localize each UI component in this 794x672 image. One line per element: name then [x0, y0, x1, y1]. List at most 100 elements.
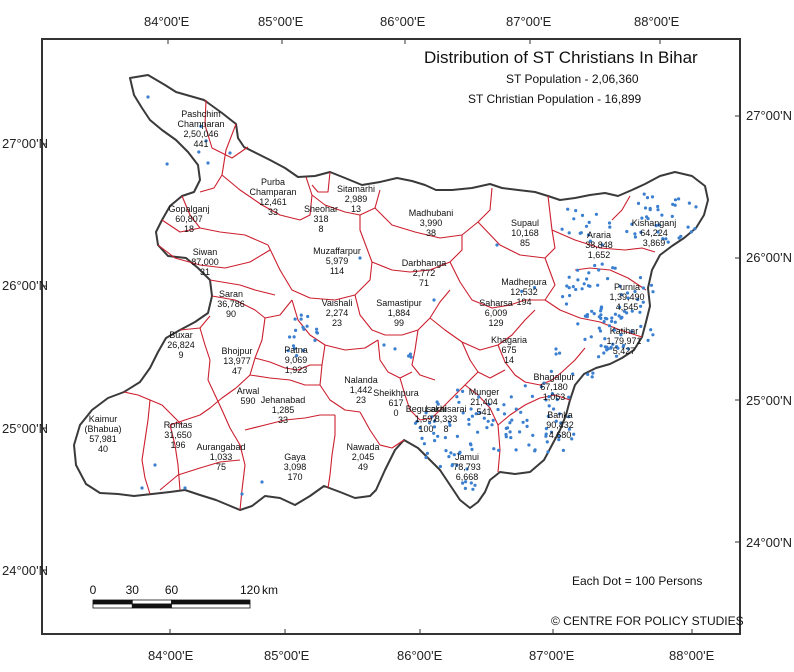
christian-dot — [449, 451, 453, 455]
district-st-pop-gaya: 3,098 — [284, 462, 307, 472]
district-christian-pop-madhubani: 38 — [426, 228, 436, 238]
christian-dot — [687, 201, 692, 205]
christian-dot — [518, 430, 522, 434]
district-name-madhubani: Madhubani — [409, 208, 454, 218]
christian-dot — [565, 284, 569, 288]
christian-dot — [567, 231, 571, 235]
christian-dot — [588, 284, 592, 288]
district-boundary — [141, 399, 151, 495]
christian-dot — [576, 278, 580, 282]
christian-dot — [197, 150, 201, 154]
district-st-pop-muzaffarpur: 5,979 — [326, 256, 349, 266]
christian-dot — [656, 230, 660, 234]
district-boundary — [497, 394, 571, 426]
christian-dot — [606, 277, 610, 281]
christian-dot — [458, 450, 462, 454]
district-boundary — [204, 99, 249, 159]
christian-dot — [666, 240, 670, 244]
christian-dot — [576, 268, 580, 272]
christian-dot — [618, 305, 622, 309]
christian-dot — [544, 427, 549, 431]
christian-dot — [603, 316, 608, 320]
christian-dot — [469, 407, 473, 411]
christian-dot — [586, 372, 590, 376]
district-name-kaimur-bhabua: Kaimur — [89, 414, 118, 424]
christian-dot — [433, 439, 437, 443]
district-st-pop-banka: 90,432 — [546, 420, 574, 430]
district-boundary — [327, 415, 336, 489]
christian-dot — [153, 463, 157, 467]
christian-dot — [502, 403, 506, 407]
christian-dot — [580, 213, 585, 217]
christian-dot — [646, 217, 650, 221]
district-name-patna: Patna — [284, 345, 308, 355]
christian-dot — [558, 351, 562, 355]
christian-dot — [625, 311, 629, 315]
district-christian-pop-pashchim-champaran: 441 — [193, 139, 208, 149]
christian-dot — [478, 411, 482, 415]
district-name-bhojpur: Bhojpur — [221, 346, 252, 356]
christian-dot — [609, 346, 613, 350]
christian-dot — [165, 162, 169, 166]
christian-dot — [302, 327, 306, 331]
district-name-buxar: Buxar — [169, 330, 193, 340]
christian-dot — [542, 381, 546, 385]
district-name-lakhisarai: Lakhisarai — [425, 404, 466, 414]
christian-dot — [424, 411, 428, 415]
district-st-pop-purba-champaran: 12,461 — [259, 197, 287, 207]
christian-dot — [611, 266, 615, 270]
christian-dot — [432, 431, 436, 435]
lon-label-86-top: 86°00'E — [380, 14, 426, 29]
district-christian-pop-purnia: 4,545 — [616, 302, 639, 312]
christian-dot — [615, 345, 619, 349]
district-st-pop-pashchim-champaran: 2,50,046 — [183, 129, 218, 139]
district-christian-pop-khagaria: 14 — [504, 355, 514, 365]
christian-dot — [539, 385, 544, 389]
christian-dot — [554, 352, 558, 356]
christian-dot — [657, 223, 661, 227]
christian-dot — [527, 443, 531, 447]
christian-dot — [670, 214, 674, 218]
district-name-darbhanga: Darbhanga — [402, 258, 447, 268]
district-boundary — [574, 267, 647, 291]
district-boundary — [211, 295, 293, 319]
district-christian-pop-nalanda: 23 — [356, 395, 366, 405]
christian-dot — [584, 224, 589, 228]
christian-dot — [183, 486, 187, 490]
christian-dot — [619, 293, 624, 297]
district-name-bhagalpur: Bhagalpur — [533, 372, 574, 382]
christian-dot — [673, 198, 678, 202]
christian-dot — [521, 420, 525, 424]
christian-dot — [420, 436, 424, 440]
christian-dot — [288, 335, 292, 339]
christian-dot — [559, 421, 563, 425]
district-st-pop-jamui: 78,793 — [453, 462, 481, 472]
christian-dot — [532, 286, 537, 290]
scale-unit-label: km — [262, 583, 278, 597]
christian-dot — [661, 237, 665, 241]
district-christian-pop-gaya: 170 — [287, 472, 302, 482]
lon-label-86-bottom: 86°00'E — [397, 648, 443, 663]
christian-dot — [293, 317, 297, 321]
christian-dot — [544, 398, 548, 402]
christian-dot — [508, 430, 512, 434]
christian-dot — [558, 412, 562, 416]
christian-dot — [206, 161, 210, 165]
lon-label-84-top: 84°00'E — [144, 14, 190, 29]
christian-dot — [572, 217, 576, 221]
christian-dot — [428, 421, 432, 425]
scale-tick-label: 120 — [240, 583, 260, 597]
christian-dot — [491, 418, 495, 422]
lon-label-85-bottom: 85°00'E — [264, 648, 310, 663]
district-name-pashchim-champaran: Pashchim — [181, 109, 221, 119]
district-st-pop-saharsa: 6,009 — [485, 308, 508, 318]
district-name-begusarai: Begusarai — [406, 404, 447, 414]
christian-dot — [571, 372, 575, 376]
christian-dot — [630, 330, 634, 334]
christian-dot — [592, 312, 596, 316]
lat-label-25-left: 25°00'N — [2, 421, 48, 436]
christian-dot — [554, 347, 558, 351]
christian-dot — [461, 411, 465, 415]
district-st-pop-kishanganj: 64,224 — [640, 228, 668, 238]
district-boundary — [207, 379, 246, 511]
